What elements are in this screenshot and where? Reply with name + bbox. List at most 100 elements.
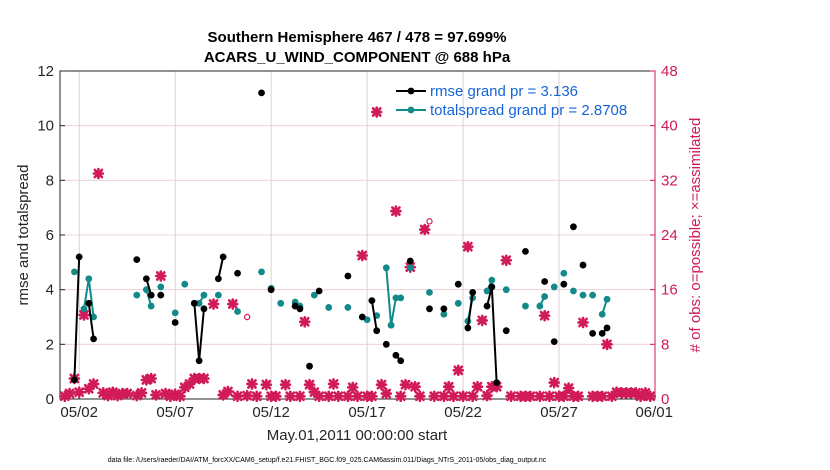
obs-assimilated-marker bbox=[375, 378, 388, 391]
totalspread-point bbox=[90, 313, 97, 321]
rmse-point bbox=[440, 305, 448, 313]
obs-assimilated-marker bbox=[284, 390, 297, 403]
totalspread-point bbox=[579, 291, 587, 299]
totalspread-point bbox=[550, 283, 558, 291]
rmse-point bbox=[541, 278, 549, 285]
data-file-footnote: data file: /Users/raeder/DAI/ATM_forcXX/… bbox=[108, 457, 547, 464]
obs-assimilated-marker bbox=[370, 106, 383, 118]
obs-assimilated-marker bbox=[543, 390, 556, 403]
rmse-segment bbox=[490, 286, 498, 383]
y-tick-label-left: 2 bbox=[46, 336, 54, 353]
obs-assimilated-marker bbox=[558, 390, 570, 403]
legend-label: rmse grand pr = 3.136 bbox=[430, 83, 578, 100]
totalspread-point bbox=[406, 264, 414, 272]
obs-assimilated-marker bbox=[327, 378, 340, 390]
rmse-point bbox=[157, 291, 165, 299]
obs-assimilated-marker bbox=[438, 390, 450, 403]
obs-assimilated-marker bbox=[241, 389, 253, 402]
legend-marker bbox=[407, 87, 415, 95]
totalspread-point bbox=[426, 289, 433, 296]
x-tick-label: 05/27 bbox=[540, 404, 578, 421]
obs-assimilated-marker bbox=[351, 390, 364, 403]
obs-assimilated-marker bbox=[471, 380, 484, 393]
totalspread-point bbox=[392, 294, 400, 302]
rmse-segment bbox=[193, 303, 201, 361]
rmse-point bbox=[483, 302, 491, 310]
rmse-point bbox=[90, 335, 97, 343]
obs-assimilated-marker bbox=[366, 390, 378, 403]
totalspread-point bbox=[522, 302, 529, 310]
rmse-point bbox=[214, 275, 222, 283]
obs-assimilated-marker bbox=[164, 390, 177, 403]
rmse-point bbox=[392, 351, 400, 359]
totalspread-point bbox=[387, 321, 395, 329]
rmse-point bbox=[267, 286, 275, 294]
rmse-point bbox=[219, 253, 227, 261]
rmse-segment bbox=[73, 256, 81, 380]
rmse-point bbox=[368, 297, 376, 304]
x-tick-label: 05/12 bbox=[252, 404, 290, 421]
ticks: 05/02 05/07 05/12 05/17 05/22 05/27 06/0102468… bbox=[37, 63, 677, 421]
obs-assimilated-marker bbox=[548, 376, 561, 389]
obs-assimilated-marker bbox=[342, 390, 354, 403]
obs-assimilated-marker bbox=[466, 390, 479, 403]
rmse-point bbox=[464, 324, 472, 332]
rmse-point bbox=[397, 357, 405, 365]
y-tick-label-right: 40 bbox=[661, 118, 678, 135]
obs-assimilated-marker bbox=[538, 309, 551, 322]
obs-assimilated-marker bbox=[313, 390, 325, 403]
obs-assimilated-marker bbox=[97, 387, 109, 399]
totalspread-point bbox=[80, 305, 88, 313]
rmse-point bbox=[454, 280, 462, 288]
obs-assimilated-marker bbox=[174, 390, 186, 403]
rmse-point bbox=[603, 324, 611, 332]
rmse-point bbox=[488, 283, 496, 291]
obs-assimilated-marker bbox=[246, 378, 258, 390]
rmse-point bbox=[598, 330, 606, 337]
obs-assimilated-marker bbox=[481, 389, 493, 402]
obs-assimilated-marker bbox=[159, 387, 172, 400]
totalspread-point bbox=[258, 268, 265, 276]
rmse-point bbox=[522, 248, 529, 255]
totalspread-point bbox=[397, 294, 405, 302]
y-tick-label-right: 24 bbox=[661, 227, 678, 244]
obs-assimilated-marker bbox=[154, 270, 167, 282]
obs-assimilated-marker bbox=[414, 390, 426, 403]
obs-assimilated-marker bbox=[457, 390, 469, 403]
obs-assimilated-marker bbox=[322, 390, 335, 403]
obs-assimilated-marker bbox=[332, 390, 345, 403]
rmse-point bbox=[358, 313, 366, 321]
rmse-point bbox=[589, 330, 597, 337]
obs-assimilated-marker bbox=[92, 167, 105, 180]
rmse-point bbox=[85, 299, 93, 307]
rmse-series bbox=[70, 89, 611, 386]
totalspread-point bbox=[502, 286, 510, 294]
totalspread-segment bbox=[390, 297, 397, 326]
obs-assimilated-marker bbox=[82, 382, 95, 395]
obs-assimilated-marker bbox=[130, 389, 143, 402]
totalspread-point bbox=[541, 293, 549, 300]
rmse-segment bbox=[87, 303, 95, 340]
totalspread-point bbox=[454, 299, 462, 307]
totalspread-point bbox=[382, 264, 390, 272]
obs-assimilated-marker bbox=[596, 390, 609, 403]
obs-assimilated-marker bbox=[447, 390, 460, 403]
obs-assimilated-marker bbox=[78, 309, 90, 321]
obs-assimilated-marker bbox=[150, 389, 162, 401]
obs-assimilated-marker bbox=[260, 378, 273, 391]
rmse-point bbox=[75, 253, 83, 261]
rmse-point bbox=[147, 291, 155, 299]
obs-assimilated-marker bbox=[279, 378, 292, 391]
obs-assimilated-marker bbox=[145, 372, 157, 385]
x-tick-label: 05/07 bbox=[156, 404, 194, 421]
obs-assimilated-marker bbox=[111, 389, 124, 402]
totalspread-point bbox=[344, 304, 352, 311]
rmse-point bbox=[200, 305, 208, 313]
totalspread-segment bbox=[83, 278, 90, 309]
x-tick-label: 05/22 bbox=[444, 404, 482, 421]
totalspread-point bbox=[277, 299, 285, 307]
obs-assimilated-marker bbox=[303, 378, 316, 391]
rmse-point bbox=[469, 289, 477, 296]
obs-assimilated-marker bbox=[346, 381, 359, 394]
obs-assimilated-marker bbox=[462, 240, 474, 253]
